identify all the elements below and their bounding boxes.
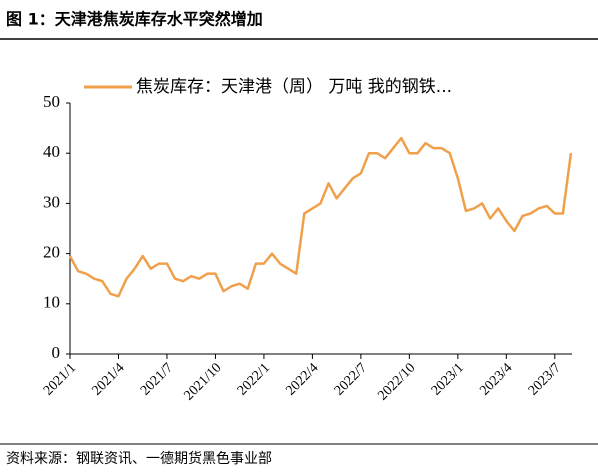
x-tick-label: 2021/7 [138, 360, 176, 398]
x-tick-label: 2021/1 [41, 360, 79, 398]
y-tick-label: 10 [43, 293, 60, 312]
x-tick-label: 2022/1 [235, 360, 273, 398]
x-tick-label: 2023/4 [477, 360, 515, 398]
series-line [68, 136, 573, 298]
chart-title: 图 1：天津港焦炭库存水平突然增加 [6, 10, 263, 29]
y-tick-label: 40 [43, 142, 60, 161]
x-tick-label: 2022/10 [375, 360, 418, 403]
x-tick-label: 2022/4 [283, 360, 321, 398]
y-tick-label: 50 [43, 92, 60, 111]
y-tick-label: 0 [52, 343, 61, 362]
x-tick-label: 2021/10 [181, 360, 224, 403]
x-tick-label: 2023/7 [526, 360, 564, 398]
y-tick-label: 30 [43, 192, 60, 211]
legend-label: 焦炭库存：天津港（周） 万吨 我的钢铁... [136, 77, 452, 97]
x-tick-label: 2023/1 [429, 360, 467, 398]
x-tick-label: 2021/4 [89, 360, 127, 398]
y-tick-label: 20 [43, 243, 60, 262]
x-tick-label: 2022/7 [332, 360, 370, 398]
source: 资料来源：钢联资讯、一德期货黑色事业部 [6, 450, 272, 467]
